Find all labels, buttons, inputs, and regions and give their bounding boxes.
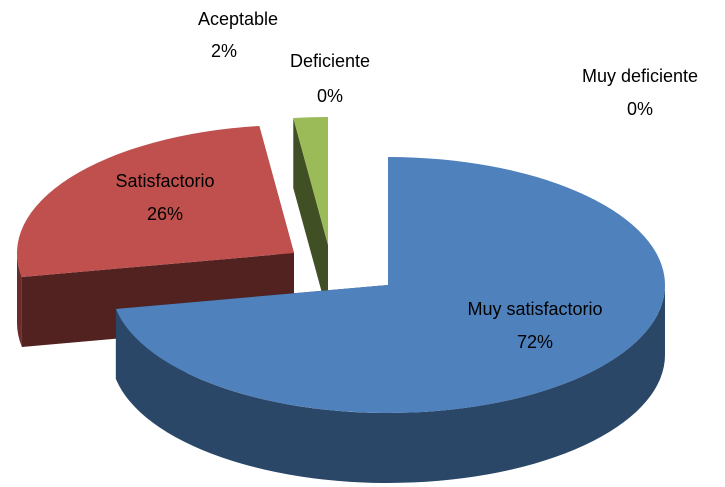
slice-value-label: 0%	[627, 99, 653, 119]
pie	[16, 117, 665, 483]
slice-label: Muy satisfactorio	[467, 299, 602, 319]
slice-value-label: 72%	[517, 332, 553, 352]
labels: Muy satisfactorio 72% Satisfactorio 26% Acep…	[115, 9, 698, 352]
slice-side	[17, 253, 22, 347]
slice-wall	[293, 118, 328, 316]
slice-value-label: 26%	[147, 204, 183, 224]
slice	[293, 117, 328, 245]
slice-label: Aceptable	[198, 9, 278, 29]
slice	[115, 157, 665, 413]
slice-value-label: 0%	[317, 86, 343, 106]
slice-label: Satisfactorio	[115, 171, 214, 191]
slice-side	[115, 285, 665, 483]
slice-label: Muy deficiente	[582, 66, 698, 86]
slice	[16, 126, 294, 277]
slice-value-label: 2%	[211, 41, 237, 61]
slice-label: Deficiente	[290, 51, 370, 71]
